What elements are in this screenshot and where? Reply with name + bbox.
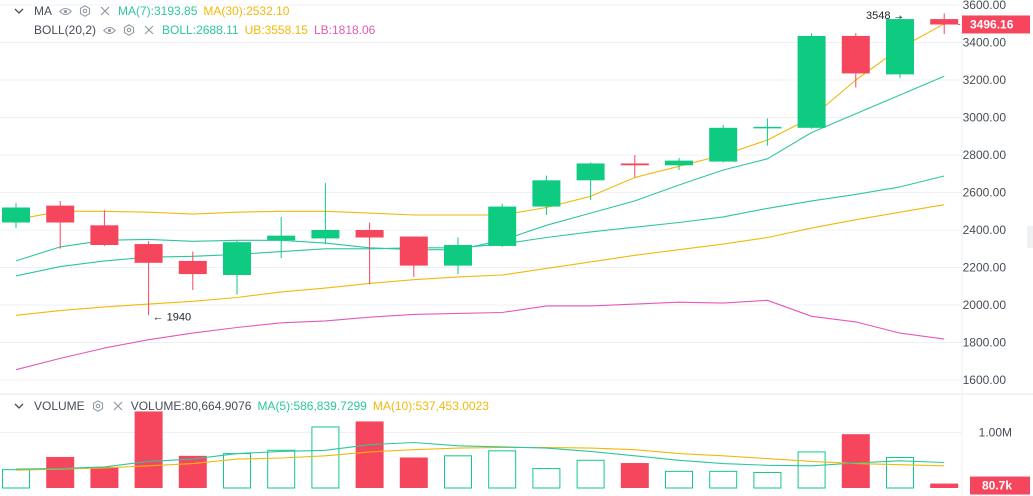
candle-down[interactable] — [355, 230, 384, 238]
eye-icon[interactable] — [102, 23, 116, 37]
price-tick-label: 2400.00 — [963, 223, 1007, 237]
ma-legend: MA MA(7):3193.85 MA(30):2532.10 — [0, 2, 289, 20]
price-tick-label: 3400.00 — [963, 36, 1007, 50]
close-icon[interactable] — [98, 4, 112, 18]
candle-down[interactable] — [841, 35, 870, 74]
candle-up[interactable] — [709, 127, 738, 162]
current-price-label: 3496.16 — [970, 17, 1014, 31]
volume-bar-up[interactable] — [797, 451, 826, 489]
ma30-line — [15, 204, 945, 316]
candle-up[interactable] — [223, 242, 251, 275]
boll-ub-line — [15, 75, 945, 262]
candle-up[interactable] — [2, 207, 30, 223]
price-tick-label: 1600.00 — [963, 373, 1007, 387]
ma30-value: MA(30):2532.10 — [203, 4, 290, 18]
volume-value: VOLUME:80,664.9076 — [130, 399, 252, 413]
candle-down[interactable] — [90, 225, 119, 245]
ma-label: MA — [34, 4, 52, 18]
high-price-annotation: 3548 → — [866, 10, 905, 22]
current-price-tag — [962, 15, 1030, 34]
ma7-value: MA(7):3193.85 — [118, 4, 198, 18]
volume-bar-up[interactable] — [488, 450, 517, 489]
low-price-annotation: ← 1940 — [153, 311, 192, 323]
candle-up[interactable] — [886, 19, 914, 75]
volume-bar-down[interactable] — [178, 455, 207, 488]
volume-bar-down[interactable] — [930, 483, 959, 488]
candle-down[interactable] — [46, 205, 75, 223]
candle-down[interactable] — [399, 236, 428, 266]
gear-icon[interactable] — [78, 4, 92, 18]
price-tick-label: 3000.00 — [963, 111, 1007, 125]
volume-ma5-line — [15, 441, 945, 470]
candle-down[interactable] — [134, 244, 163, 263]
volume-ma10-value: MA(10):537,453.0023 — [372, 399, 489, 413]
volume-bar-up[interactable] — [709, 470, 738, 489]
candle-down[interactable] — [930, 19, 959, 25]
eye-icon[interactable] — [58, 4, 72, 18]
candle-up[interactable] — [267, 235, 296, 241]
boll-label: BOLL(20,2) — [34, 23, 97, 37]
volume-bar-up[interactable] — [2, 469, 30, 489]
gear-icon[interactable] — [91, 399, 105, 413]
boll-legend: BOLL(20,2) BOLL:2688.11 UB:3558.15 LB:18… — [0, 21, 375, 39]
volume-bar-down[interactable] — [90, 466, 119, 488]
volume-bar-up[interactable] — [532, 468, 561, 489]
volume-bar-down[interactable] — [399, 457, 428, 488]
chevron-down-icon[interactable] — [12, 4, 26, 18]
candle-up[interactable] — [311, 230, 340, 239]
candle-up[interactable] — [532, 180, 561, 207]
price-tick-label: 2000.00 — [963, 298, 1007, 312]
price-tick-label: 3600.00 — [963, 0, 1007, 12]
volume-label: VOLUME — [34, 399, 85, 413]
volume-bar-up[interactable] — [311, 426, 340, 489]
candle-up[interactable] — [576, 163, 605, 181]
close-icon[interactable] — [142, 23, 156, 37]
price-tick-label: 2600.00 — [963, 186, 1007, 200]
volume-bar-up[interactable] — [753, 471, 782, 489]
price-tick-label: 2800.00 — [963, 148, 1007, 162]
volume-tick-label: 1.00M — [979, 426, 1012, 440]
boll-ub-value: UB:3558.15 — [244, 23, 308, 37]
volume-ma10-line — [15, 446, 945, 471]
candle-up[interactable] — [753, 126, 782, 129]
price-tick-label: 3200.00 — [963, 73, 1007, 87]
volume-bar-down[interactable] — [355, 421, 384, 488]
volume-bar-down[interactable] — [620, 463, 649, 488]
volume-legend: VOLUME VOLUME:80,664.9076 MA(5):586,839.… — [0, 397, 489, 415]
volume-bar-up[interactable] — [267, 449, 296, 489]
candle-down[interactable] — [178, 260, 207, 275]
boll-lb-value: LB:1818.06 — [313, 23, 376, 37]
volume-bar-up[interactable] — [886, 456, 914, 489]
volume-bar-up[interactable] — [444, 455, 472, 489]
price-tick-label: 2200.00 — [963, 261, 1007, 275]
boll-value: BOLL:2688.11 — [162, 23, 239, 37]
volume-bar-up[interactable] — [665, 470, 693, 489]
candle-up[interactable] — [797, 35, 826, 128]
close-icon[interactable] — [111, 399, 125, 413]
current-volume-tag — [970, 476, 1030, 495]
volume-bar-down[interactable] — [134, 411, 163, 488]
volume-bar-down[interactable] — [841, 434, 870, 488]
boll-mid-line — [15, 175, 945, 277]
current-volume-label: 80.7k — [982, 479, 1012, 493]
volume-ma5-value: MA(5):586,839.7299 — [257, 399, 367, 413]
chart-side-handle[interactable] — [1027, 226, 1033, 248]
ma7-line — [15, 23, 945, 221]
candle-down[interactable] — [620, 163, 649, 166]
candle-up[interactable] — [444, 245, 472, 266]
candle-up[interactable] — [665, 160, 693, 166]
boll-lb-line — [15, 299, 945, 371]
chevron-down-icon[interactable] — [12, 399, 26, 413]
volume-bar-up[interactable] — [576, 459, 605, 489]
candle-up[interactable] — [488, 206, 517, 246]
price-tick-label: 1800.00 — [963, 336, 1007, 350]
gear-icon[interactable] — [122, 23, 136, 37]
volume-bar-down[interactable] — [46, 456, 75, 488]
